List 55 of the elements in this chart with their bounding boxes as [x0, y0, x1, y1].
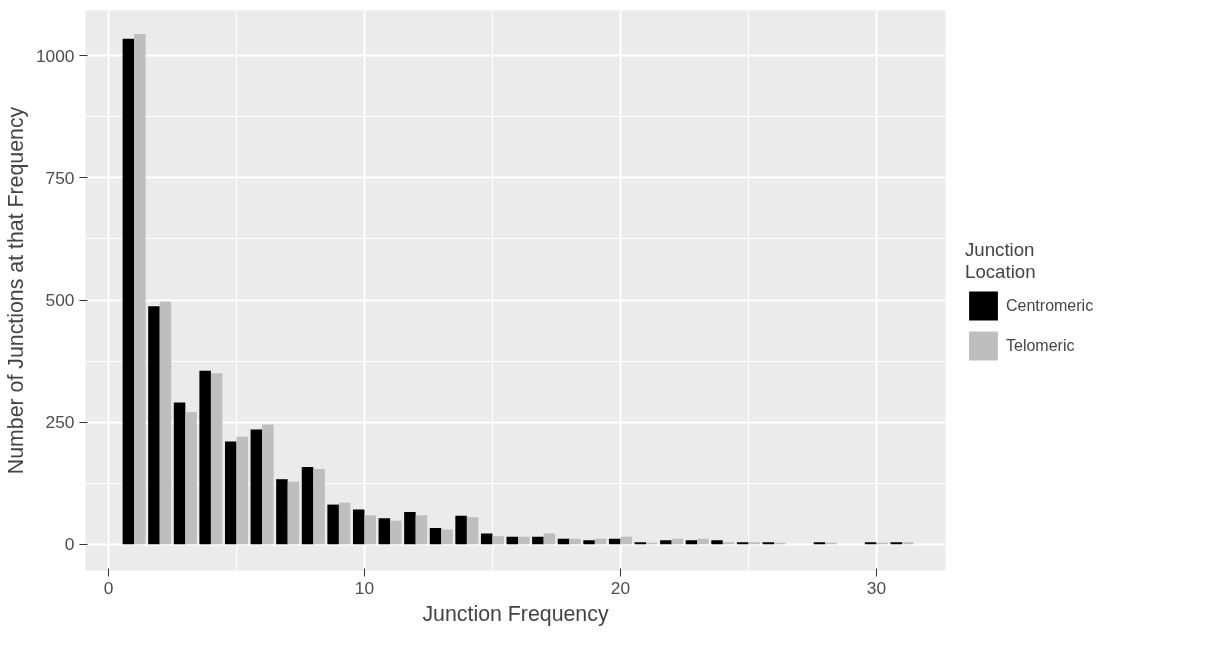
legend-label: Centromeric	[1006, 296, 1094, 315]
y-tick-label: 250	[45, 412, 75, 433]
bar	[543, 533, 556, 545]
x-tick-label: 30	[866, 577, 887, 598]
bar	[480, 533, 493, 545]
bar	[660, 540, 672, 545]
bar	[199, 370, 211, 545]
y-tick-label: 750	[45, 167, 75, 188]
x-axis-title: Junction Frequency	[422, 601, 609, 626]
bar	[327, 504, 339, 545]
bar	[466, 517, 479, 545]
y-tick-label: 500	[45, 290, 75, 311]
bar	[148, 306, 160, 545]
y-tick-label: 0	[64, 534, 75, 555]
bar	[455, 515, 467, 545]
bar	[352, 509, 365, 545]
bar	[287, 481, 300, 545]
bar	[262, 424, 274, 545]
x-tick-label: 10	[354, 577, 375, 598]
bar	[236, 436, 249, 545]
bar	[134, 33, 146, 545]
bar	[301, 467, 314, 545]
legend-title: Junction Location	[965, 238, 1037, 283]
bar	[159, 301, 172, 545]
bar	[122, 38, 135, 545]
bar	[390, 520, 402, 545]
x-tick-label: 0	[103, 577, 114, 598]
bar	[685, 540, 698, 545]
y-axis-title: Number of Junctions at that Frequency	[3, 106, 28, 475]
legend-label: Telomeric	[1006, 336, 1075, 355]
bar	[441, 529, 453, 545]
bar	[185, 412, 197, 545]
bar	[173, 402, 186, 545]
bar	[711, 540, 723, 545]
bar	[697, 538, 709, 545]
x-tick-label: 20	[610, 577, 631, 598]
bar	[620, 536, 632, 545]
bar	[313, 468, 325, 545]
bar	[518, 536, 530, 545]
bar	[569, 538, 581, 545]
bar	[492, 536, 504, 545]
bar	[276, 479, 288, 545]
bar	[378, 518, 391, 545]
bar	[404, 511, 416, 545]
y-tick-label: 1000	[35, 45, 75, 66]
bar	[415, 515, 428, 545]
bar	[338, 502, 351, 545]
bar	[250, 429, 263, 545]
bar	[583, 540, 595, 545]
bar	[506, 536, 519, 545]
bar	[532, 536, 544, 545]
bar	[224, 441, 237, 545]
bar	[364, 515, 377, 545]
bar	[429, 528, 442, 545]
bar	[210, 373, 223, 545]
